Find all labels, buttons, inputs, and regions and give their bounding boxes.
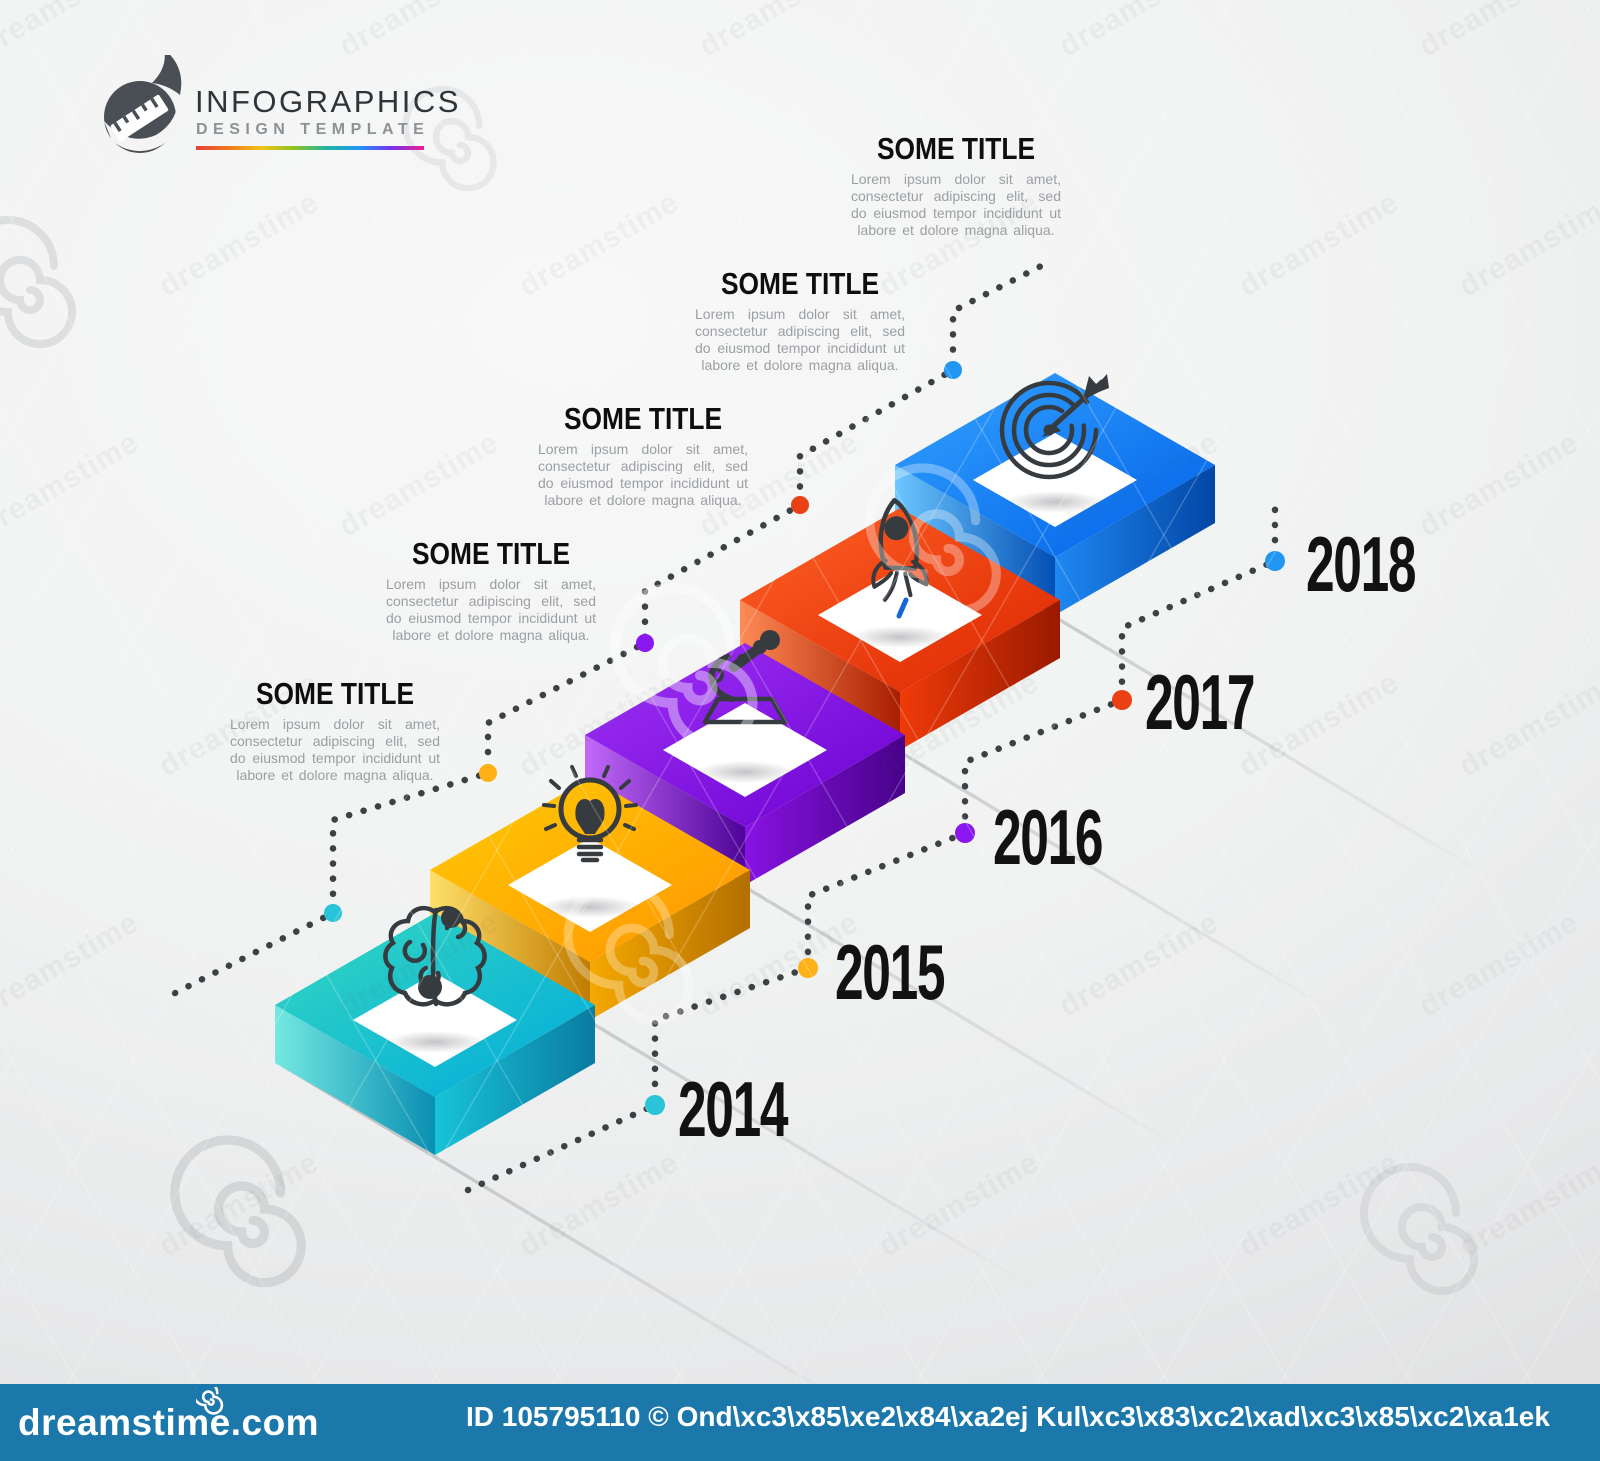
left-dotted-path — [171, 259, 1051, 997]
year-dot-2018 — [1265, 551, 1285, 571]
brain-icon — [383, 905, 487, 1007]
brand-tagline: DESIGN TEMPLATE — [196, 121, 430, 138]
title-heading: SOME TITLE — [720, 266, 880, 301]
title-dot-2014 — [324, 904, 342, 922]
title-block-2015: SOME TITLE Lorem ipsum dolor sit amet, c… — [386, 538, 596, 644]
title-dot-2018 — [944, 361, 962, 379]
staircase-shadow — [275, 523, 1575, 1461]
title-dot-2016 — [636, 634, 654, 652]
milestone-dots — [324, 361, 1285, 1115]
title-body: Lorem ipsum dolor sit amet, consectetur … — [386, 576, 596, 644]
title-body: Lorem ipsum dolor sit amet, consectetur … — [695, 306, 905, 374]
year-dot-2014 — [645, 1095, 665, 1115]
title-dot-2017 — [791, 496, 809, 514]
year-dot-2016 — [955, 823, 975, 843]
title-block-2016: SOME TITLE Lorem ipsum dolor sit amet, c… — [538, 403, 748, 509]
title-block-2017: SOME TITLE Lorem ipsum dolor sit amet, c… — [695, 268, 905, 374]
title-block-2014: SOME TITLE Lorem ipsum dolor sit amet, c… — [230, 678, 440, 784]
title-body: Lorem ipsum dolor sit amet, consectetur … — [851, 171, 1061, 239]
year-dot-2017 — [1112, 690, 1132, 710]
step-tile-2014 — [275, 905, 595, 1155]
dreamstime-spiral-icon — [196, 1387, 224, 1415]
target-icon — [999, 374, 1109, 480]
title-block-2018: SOME TITLE Lorem ipsum dolor sit amet, c… — [851, 133, 1061, 239]
title-dot-2015 — [479, 764, 497, 782]
title-heading: SOME TITLE — [563, 401, 723, 436]
title-heading: SOME TITLE — [255, 676, 415, 711]
lightbulb-icon — [542, 765, 638, 863]
year-label-2016: 2016 — [993, 793, 1104, 881]
title-body: Lorem ipsum dolor sit amet, consectetur … — [538, 441, 748, 509]
image-id-copyright-line: ID 105795110 © Ond\xc3\x85\xe2\x84\xa2ej… — [466, 1401, 1550, 1432]
title-heading: SOME TITLE — [876, 131, 1036, 166]
year-label-2014: 2014 — [678, 1065, 789, 1153]
year-label-2018: 2018 — [1306, 520, 1417, 608]
title-heading: SOME TITLE — [411, 536, 571, 571]
year-label-2017: 2017 — [1145, 658, 1256, 746]
dreamstime-footer-bar: dreamstime.com ID 105795110 © Ond\xc3\x8… — [0, 1384, 1600, 1461]
rocket-spark-dash — [896, 597, 909, 619]
infographics-logo-icon — [104, 55, 182, 153]
year-label-2015: 2015 — [835, 928, 946, 1016]
rainbow-underline — [196, 146, 424, 150]
year-dot-2015 — [798, 958, 818, 978]
title-body: Lorem ipsum dolor sit amet, consectetur … — [230, 716, 440, 784]
brand-name: INFOGRAPHICS — [195, 84, 461, 119]
dreamstime-logo: dreamstime.com — [18, 1402, 320, 1443]
